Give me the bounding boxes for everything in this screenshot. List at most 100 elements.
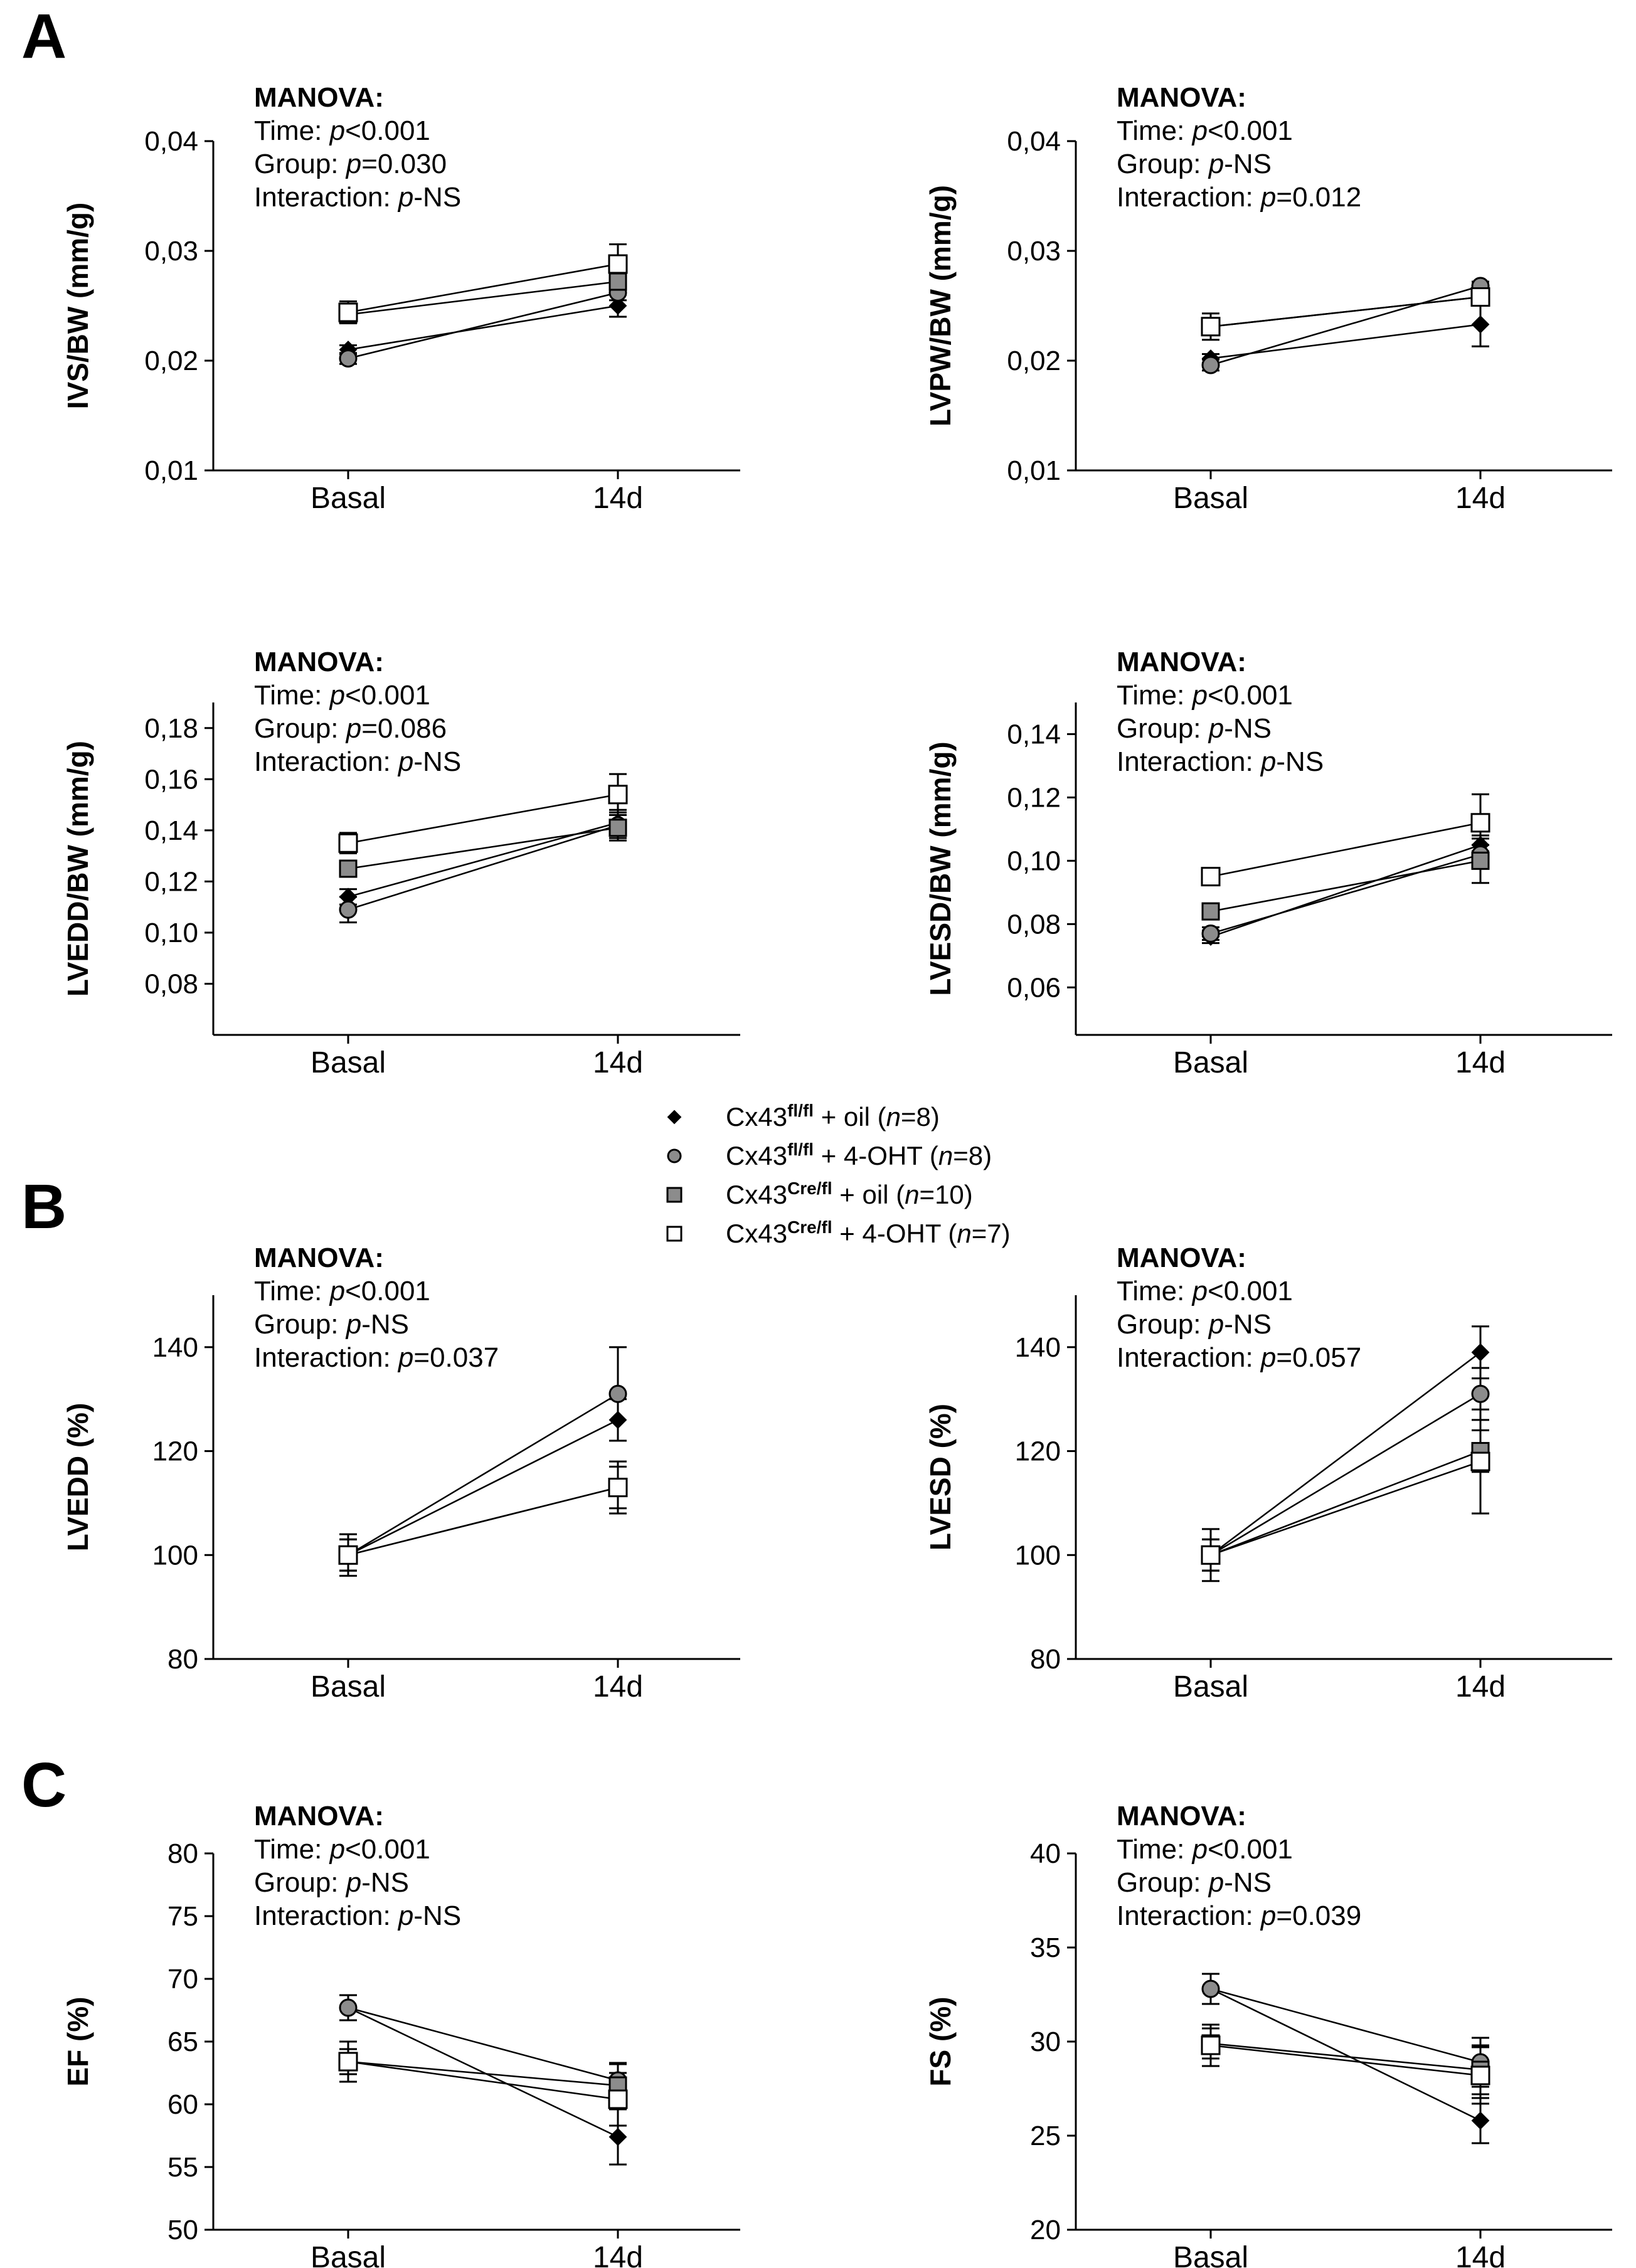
x-tick-label: 14d	[1455, 1046, 1506, 1079]
y-tick-label: 120	[1015, 1436, 1061, 1467]
series-line	[1210, 2044, 1481, 2077]
y-tick-label: 0,12	[1007, 782, 1061, 813]
series-line	[348, 2006, 619, 2138]
manova-title: MANOVA:	[1117, 1801, 1246, 1831]
series-line	[348, 1486, 619, 1556]
series-line	[348, 292, 619, 359]
data-point	[1201, 867, 1221, 887]
panel-label-a: A	[21, 1, 66, 72]
y-tick-label: 0,12	[144, 866, 198, 897]
chart-lvedd: 80 100 120 140 Basal 14d LVEDD (%) MANOVA:Time:…	[61, 1243, 740, 1704]
manova-line: Group: p=0.086	[254, 713, 447, 744]
y-axis-label: LVESD/BW (mm/g)	[924, 741, 957, 995]
data-point	[1201, 2035, 1221, 2055]
manova-line: Time: p<0.001	[254, 1834, 430, 1865]
chart-ivs-bw-mm-g: 0,01 0,02 0,03 0,04 Basal 14d IVS/BW (mm/g) MAN…	[61, 82, 740, 515]
legend-item: Cx43fl/fl + 4-OHT (n=8)	[667, 1140, 992, 1170]
y-tick-label: 0,02	[144, 346, 198, 376]
y-axis-label: LVEDD (%)	[61, 1403, 94, 1552]
y-axis-label: IVS/BW (mm/g)	[61, 203, 94, 410]
data-point	[608, 1411, 627, 1429]
data-point	[608, 2089, 628, 2109]
legend-item: Cx43Cre/fl + oil (n=10)	[666, 1179, 973, 1210]
y-tick-label: 40	[1030, 1838, 1061, 1869]
manova-title: MANOVA:	[1117, 1243, 1246, 1273]
y-tick-label: 50	[167, 2215, 198, 2245]
y-tick-label: 80	[167, 1644, 198, 1675]
data-point	[1201, 924, 1220, 943]
data-point	[1471, 851, 1490, 870]
y-tick-label: 20	[1030, 2215, 1061, 2245]
data-point	[338, 2052, 358, 2072]
y-tick-label: 0,10	[144, 918, 198, 948]
series-line	[348, 2060, 619, 2101]
legend-label: Cx43Cre/fl + 4-OHT (n=7)	[726, 1217, 1011, 1249]
x-tick-label: Basal	[1173, 1046, 1248, 1079]
y-tick-label: 0,10	[1007, 845, 1061, 876]
series-line	[1210, 296, 1481, 327]
legend-marker	[666, 1187, 683, 1203]
x-tick-label: Basal	[311, 482, 386, 515]
y-axis-label: LVESD (%)	[924, 1404, 957, 1550]
legend-marker	[667, 1148, 682, 1163]
manova-line: Interaction: p-NS	[254, 746, 461, 777]
series-line	[1210, 860, 1481, 913]
data-point	[1471, 315, 1490, 334]
x-tick-label: 14d	[593, 1046, 643, 1079]
y-tick-label: 35	[1030, 1932, 1061, 1963]
y-tick-label: 0,01	[144, 455, 198, 486]
y-tick-label: 0,04	[1007, 126, 1061, 157]
y-tick-label: 0,08	[144, 968, 198, 999]
chart-lvedd-bw-mm-g: 0,08 0,10 0,12 0,14 0,16 0,18 Basal 14d LVEDD/BW…	[61, 647, 740, 1079]
y-axis-label: EF (%)	[61, 1996, 94, 2086]
manova-line: Time: p<0.001	[254, 1276, 430, 1306]
y-tick-label: 0,14	[1007, 719, 1061, 750]
manova-line: Interaction: p=0.057	[1117, 1342, 1361, 1373]
legend-marker	[666, 1226, 683, 1242]
data-point	[608, 1384, 627, 1403]
x-tick-label: Basal	[1173, 482, 1248, 515]
data-point	[1471, 1343, 1490, 1362]
data-point	[1201, 1545, 1221, 1565]
y-tick-label: 0,03	[144, 236, 198, 267]
x-tick-label: 14d	[593, 482, 643, 515]
data-point	[1471, 1384, 1490, 1403]
series-line	[1210, 854, 1481, 935]
data-point	[339, 900, 358, 919]
series-line	[348, 824, 619, 911]
manova-title: MANOVA:	[254, 82, 384, 113]
manova-line: Time: p<0.001	[1117, 1834, 1293, 1865]
manova-line: Interaction: p=0.039	[1117, 1900, 1361, 1931]
y-tick-label: 0,18	[144, 713, 198, 744]
y-tick-label: 0,02	[1007, 346, 1061, 376]
manova-line: Group: p-NS	[254, 1309, 409, 1340]
data-point	[1201, 902, 1220, 921]
x-tick-label: Basal	[311, 1046, 386, 1079]
series-line	[348, 305, 619, 351]
data-point	[1471, 2111, 1490, 2130]
y-tick-label: 80	[167, 1838, 198, 1869]
x-tick-label: 14d	[1455, 482, 1506, 515]
manova-line: Time: p<0.001	[254, 115, 430, 146]
manova-line: Interaction: p-NS	[254, 1900, 461, 1931]
x-tick-label: Basal	[1173, 2241, 1248, 2268]
y-tick-label: 0,14	[144, 815, 198, 846]
data-point	[608, 819, 627, 837]
data-point	[1201, 1979, 1220, 1998]
legend-label: Cx43fl/fl + oil (n=8)	[726, 1101, 940, 1132]
series-line	[1210, 2042, 1481, 2071]
y-tick-label: 65	[167, 2027, 198, 2057]
data-point	[608, 2128, 627, 2146]
y-tick-label: 120	[152, 1436, 198, 1467]
legend-label: Cx43Cre/fl + oil (n=10)	[726, 1179, 973, 1210]
x-tick-label: 14d	[593, 2241, 643, 2268]
y-tick-label: 100	[1015, 1540, 1061, 1571]
legend-item: Cx43fl/fl + oil (n=8)	[667, 1101, 940, 1132]
series-line	[348, 1419, 619, 1556]
x-tick-label: Basal	[1173, 1670, 1248, 1704]
data-point	[1201, 356, 1220, 374]
manova-line: Group: p-NS	[1117, 713, 1272, 744]
data-point	[338, 302, 358, 322]
data-point	[1470, 287, 1490, 307]
y-tick-label: 55	[167, 2152, 198, 2183]
